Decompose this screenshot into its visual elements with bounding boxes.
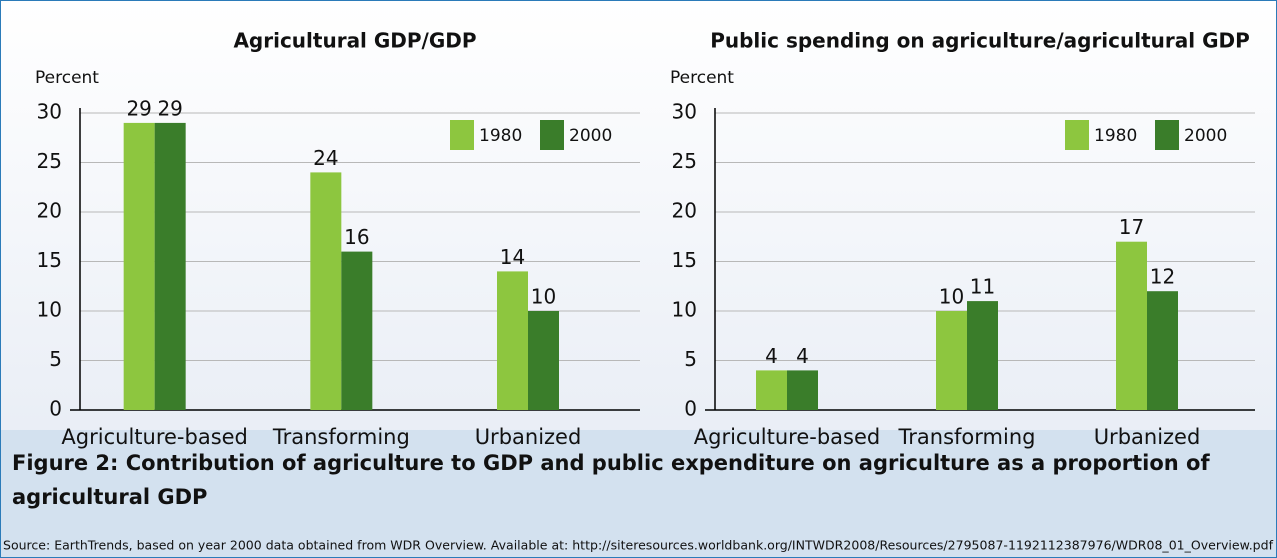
y-tick-label: 20 [672, 199, 697, 223]
caption: Figure 2: Contribution of agriculture to… [12, 451, 1210, 509]
y-axis-label: Percent [35, 68, 99, 88]
data-label: 10 [939, 285, 964, 309]
y-tick-label: 5 [684, 347, 697, 371]
bar [123, 122, 155, 411]
y-tick-label: 5 [49, 347, 62, 371]
chart-title: Public spending on agriculture/agricultu… [710, 29, 1250, 53]
bar [528, 311, 559, 410]
data-label: 11 [970, 275, 995, 299]
y-tick-label: 15 [37, 248, 62, 272]
data-label: 10 [531, 285, 556, 309]
legend-label: 1980 [1094, 126, 1137, 146]
data-label: 12 [1150, 265, 1175, 289]
data-label: 17 [1119, 215, 1144, 239]
bar [756, 370, 787, 410]
bar [787, 370, 818, 410]
x-tick-label: Urbanized [1094, 425, 1201, 449]
legend-swatch [1065, 120, 1089, 150]
legend-label: 1980 [479, 126, 522, 146]
bar [341, 251, 373, 410]
data-label: 16 [344, 225, 369, 249]
chart-title: Agricultural GDP/GDP [233, 29, 476, 53]
y-tick-label: 10 [37, 298, 62, 322]
x-tick-label: Urbanized [475, 425, 582, 449]
y-tick-label: 15 [672, 248, 697, 272]
bar [154, 122, 186, 411]
y-tick-label: 20 [37, 199, 62, 223]
legend-label: 2000 [1184, 126, 1227, 146]
bar [1147, 291, 1178, 410]
caption-band [1, 430, 1276, 557]
y-tick-label: 10 [672, 298, 697, 322]
y-tick-label: 25 [672, 149, 697, 173]
x-tick-label: Agriculture-based [61, 425, 247, 449]
x-tick-label: Agriculture-based [694, 425, 880, 449]
y-tick-label: 0 [684, 397, 697, 421]
data-label: 24 [313, 146, 338, 170]
y-axis-label: Percent [670, 68, 734, 88]
y-tick-label: 30 [672, 100, 697, 124]
data-label: 29 [157, 96, 182, 120]
x-tick-label: Transforming [898, 425, 1036, 449]
x-tick-label: Transforming [272, 425, 410, 449]
bar [1116, 241, 1147, 410]
bar [936, 311, 967, 410]
y-tick-label: 30 [37, 100, 62, 124]
legend-swatch [1155, 120, 1179, 150]
y-tick-label: 0 [49, 397, 62, 421]
legend-swatch [540, 120, 564, 150]
source: Source: EarthTrends, based on year 2000 … [3, 539, 1274, 553]
legend-label: 2000 [569, 126, 612, 146]
y-tick-label: 25 [37, 149, 62, 173]
data-label: 4 [796, 344, 809, 368]
bar [967, 301, 998, 410]
data-label: 29 [126, 96, 151, 120]
bar [310, 172, 342, 410]
legend-swatch [450, 120, 474, 150]
data-label: 14 [500, 245, 525, 269]
bar [497, 271, 528, 410]
data-label: 4 [765, 344, 778, 368]
